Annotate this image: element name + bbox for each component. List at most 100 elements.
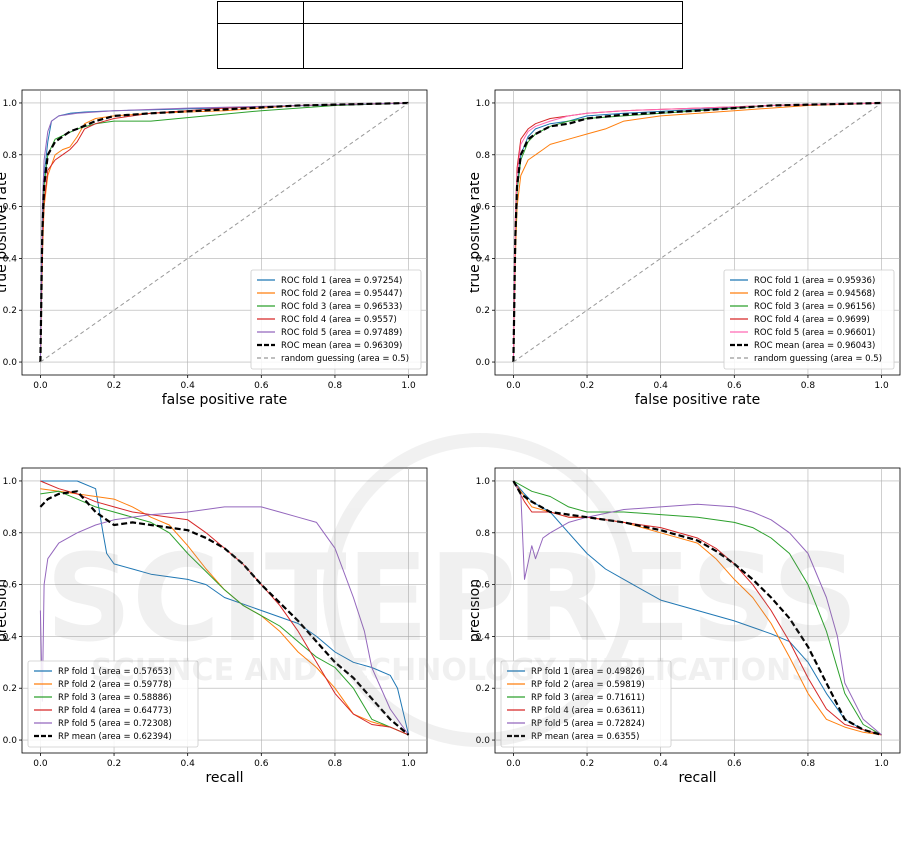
y-tick-label: 0.8	[3, 529, 18, 539]
x-tick-label: 0.8	[328, 381, 343, 391]
legend-label: RP fold 2 (area = 0.59819)	[531, 680, 645, 690]
legend-label: RP fold 2 (area = 0.59778)	[58, 680, 172, 690]
series-line	[39, 506, 410, 736]
x-tick-label: 1.0	[401, 381, 416, 391]
roc-chart-left: 0.0 0.0 0.2 0.2 0.4 0.4 0.6 0.6 0.8 0.8 1.0 1.0 fals…	[0, 89, 428, 408]
legend-label: ROC fold 1 (area = 0.97254)	[281, 276, 402, 286]
x-axis-label: false positive rate	[162, 392, 288, 408]
x-tick-label: 1.0	[401, 759, 416, 769]
x-tick-label: 0.8	[801, 381, 816, 391]
series-line	[40, 480, 410, 736]
y-tick-label: 0.0	[3, 358, 18, 368]
y-tick-label: 0.6	[3, 581, 18, 591]
y-tick-label: 0.6	[476, 203, 491, 213]
legend-label: RP fold 5 (area = 0.72308)	[58, 719, 172, 729]
legend-label: RP fold 3 (area = 0.58886)	[58, 693, 172, 703]
y-tick-label: 0.4	[3, 632, 18, 642]
legend-label: RP fold 4 (area = 0.63611)	[531, 706, 645, 716]
legend-label: ROC fold 5 (area = 0.97489)	[281, 328, 402, 338]
legend-box	[250, 269, 422, 370]
series-line	[513, 102, 882, 363]
header-table	[217, 1, 683, 69]
legend-label: ROC fold 3 (area = 0.96156)	[754, 302, 875, 312]
y-tick-label: 0.8	[3, 151, 18, 161]
x-tick-label: 0.0	[506, 381, 521, 391]
y-tick-label: 1.0	[476, 477, 491, 487]
y-tick-label: 0.2	[476, 306, 490, 316]
x-tick-label: 0.4	[654, 381, 669, 391]
series-line	[513, 480, 882, 736]
y-axis-label: precision	[0, 579, 10, 642]
legend-label: RP mean (area = 0.6355)	[531, 732, 639, 742]
series-line	[40, 490, 409, 736]
x-tick-label: 0.0	[33, 381, 48, 391]
x-axis-label: recall	[205, 770, 243, 785]
legend-label: ROC fold 3 (area = 0.96533)	[281, 302, 402, 312]
x-tick-label: 1.0	[874, 759, 889, 769]
y-tick-label: 0.6	[3, 203, 18, 213]
x-tick-label: 0.4	[654, 759, 669, 769]
x-tick-label: 0.4	[181, 381, 196, 391]
legend-label: ROC fold 2 (area = 0.95447)	[281, 289, 402, 299]
legend-label: RP mean (area = 0.62394)	[58, 732, 172, 742]
y-axis-label: true positive rate	[0, 172, 10, 293]
series-line	[512, 102, 882, 363]
y-axis-label: precision	[470, 579, 483, 642]
legend-label: ROC fold 2 (area = 0.94568)	[754, 289, 875, 299]
legend-label: RP fold 1 (area = 0.49826)	[531, 667, 645, 677]
x-tick-label: 0.2	[107, 381, 121, 391]
y-tick-label: 0.8	[476, 151, 491, 161]
y-tick-label: 0.4	[3, 254, 18, 264]
y-tick-label: 0.2	[3, 306, 17, 316]
y-tick-label: 0.2	[3, 684, 17, 694]
table-row-divider	[218, 23, 682, 24]
x-axis-label: recall	[678, 770, 716, 785]
series-line	[39, 101, 409, 363]
y-tick-label: 0.0	[3, 736, 18, 746]
legend-box	[27, 660, 199, 748]
roc-chart-right: 0.0 0.0 0.2 0.2 0.4 0.4 0.6 0.6 0.8 0.8 1.0 1.0 fals…	[470, 89, 901, 408]
pr-chart-left: 0.0 0.0 0.2 0.2 0.4 0.4 0.6 0.6 0.8 0.8 1.0 1.0 reca…	[0, 467, 428, 785]
y-tick-label: 1.0	[3, 99, 18, 109]
y-axis-label: true positive rate	[470, 172, 483, 293]
y-tick-label: 1.0	[476, 99, 491, 109]
series-line	[39, 490, 410, 736]
x-tick-label: 0.0	[506, 759, 521, 769]
legend-label: RP fold 3 (area = 0.71611)	[531, 693, 645, 703]
x-tick-label: 0.6	[727, 381, 742, 391]
y-tick-label: 0.0	[476, 736, 491, 746]
x-tick-label: 0.8	[801, 759, 816, 769]
x-tick-label: 0.6	[254, 759, 269, 769]
legend-label: ROC fold 4 (area = 0.9699)	[754, 315, 870, 325]
y-tick-label: 0.0	[476, 358, 491, 368]
pr-chart-right: 0.0 0.0 0.2 0.2 0.4 0.4 0.6 0.6 0.8 0.8 1.0 1.0 reca…	[470, 467, 901, 785]
legend-label: ROC fold 5 (area = 0.96601)	[754, 328, 875, 338]
legend-label: ROC mean (area = 0.96309)	[281, 341, 402, 351]
legend-label: random guessing (area = 0.5)	[754, 354, 882, 364]
x-tick-label: 0.2	[580, 759, 594, 769]
series-line	[512, 102, 882, 363]
x-tick-label: 0.2	[107, 759, 121, 769]
y-tick-label: 0.6	[476, 581, 491, 591]
y-tick-label: 0.4	[476, 254, 491, 264]
series-line	[39, 102, 409, 363]
legend-label: ROC fold 1 (area = 0.95936)	[754, 276, 875, 286]
x-tick-label: 0.6	[727, 759, 742, 769]
series-line	[39, 102, 409, 363]
series-line	[512, 101, 882, 363]
y-tick-label: 0.8	[476, 529, 491, 539]
y-tick-label: 1.0	[3, 477, 18, 487]
x-tick-label: 0.0	[33, 759, 48, 769]
x-tick-label: 1.0	[874, 381, 889, 391]
x-tick-label: 0.4	[181, 759, 196, 769]
legend-label: ROC mean (area = 0.96043)	[754, 341, 875, 351]
series-line	[512, 480, 882, 736]
series-line	[40, 102, 409, 363]
x-axis-label: false positive rate	[635, 392, 761, 408]
legend-box	[723, 269, 895, 370]
legend-label: random guessing (area = 0.5)	[281, 354, 409, 364]
legend-box	[500, 660, 672, 748]
x-tick-label: 0.8	[328, 759, 343, 769]
legend-label: RP fold 4 (area = 0.64773)	[58, 706, 172, 716]
y-tick-label: 0.4	[476, 632, 491, 642]
